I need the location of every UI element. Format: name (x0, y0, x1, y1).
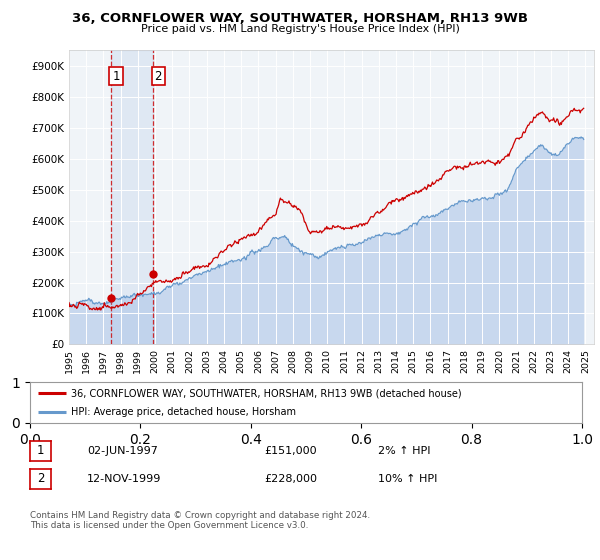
Bar (110, 50, 153, 344)
Text: 12-NOV-1999: 12-NOV-1999 (87, 474, 161, 484)
Text: £228,000: £228,000 (264, 474, 317, 484)
Text: Contains HM Land Registry data © Crown copyright and database right 2024.
This d: Contains HM Land Registry data © Crown c… (30, 511, 370, 530)
Text: 2% ↑ HPI: 2% ↑ HPI (378, 446, 431, 456)
Text: 1: 1 (37, 444, 44, 458)
Text: £151,000: £151,000 (264, 446, 317, 456)
Text: 36, CORNFLOWER WAY, SOUTHWATER, HORSHAM, RH13 9WB: 36, CORNFLOWER WAY, SOUTHWATER, HORSHAM,… (72, 12, 528, 25)
Text: Price paid vs. HM Land Registry's House Price Index (HPI): Price paid vs. HM Land Registry's House … (140, 24, 460, 34)
Text: 2: 2 (37, 472, 44, 486)
Text: 36, CORNFLOWER WAY, SOUTHWATER, HORSHAM, RH13 9WB (detached house): 36, CORNFLOWER WAY, SOUTHWATER, HORSHAM,… (71, 389, 462, 398)
Text: 10% ↑ HPI: 10% ↑ HPI (378, 474, 437, 484)
Text: 02-JUN-1997: 02-JUN-1997 (87, 446, 158, 456)
Text: 2: 2 (155, 69, 162, 82)
Text: 1: 1 (112, 69, 120, 82)
Text: HPI: Average price, detached house, Horsham: HPI: Average price, detached house, Hors… (71, 407, 296, 417)
